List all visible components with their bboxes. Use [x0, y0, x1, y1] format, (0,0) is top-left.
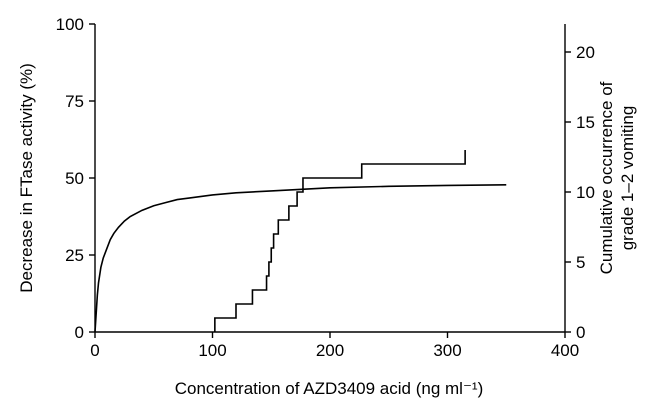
x-tick-label: 400: [551, 341, 579, 360]
y2-tick-label: 5: [576, 253, 585, 272]
y-tick-label: 25: [65, 246, 84, 265]
x-tick-label: 0: [90, 341, 99, 360]
series-layer: [94, 150, 507, 333]
ftase-curve-line: [94, 183, 507, 333]
x-tick-label: 100: [198, 341, 226, 360]
y2-tick-label: 20: [576, 43, 595, 62]
x-tick-label: 200: [316, 341, 344, 360]
y2-axis-title-line2: grade 1–2 vomiting: [618, 106, 637, 251]
y-tick-label: 0: [75, 323, 84, 342]
y-tick-label: 100: [56, 15, 84, 34]
y2-axis-title-line1: Cumulative occurrence of: [597, 81, 616, 274]
y-tick-label: 75: [65, 92, 84, 111]
x-axis-title: Concentration of AZD3409 acid (ng ml⁻¹): [175, 379, 484, 398]
vomiting-step-line: [214, 150, 466, 332]
x-tick-label: 300: [433, 341, 461, 360]
y-tick-label: 50: [65, 169, 84, 188]
y2-tick-label: 0: [576, 323, 585, 342]
y2-tick-label: 10: [576, 183, 595, 202]
y2-tick-label: 15: [576, 113, 595, 132]
y-axis-title: Decrease in FTase activity (%): [17, 63, 36, 293]
